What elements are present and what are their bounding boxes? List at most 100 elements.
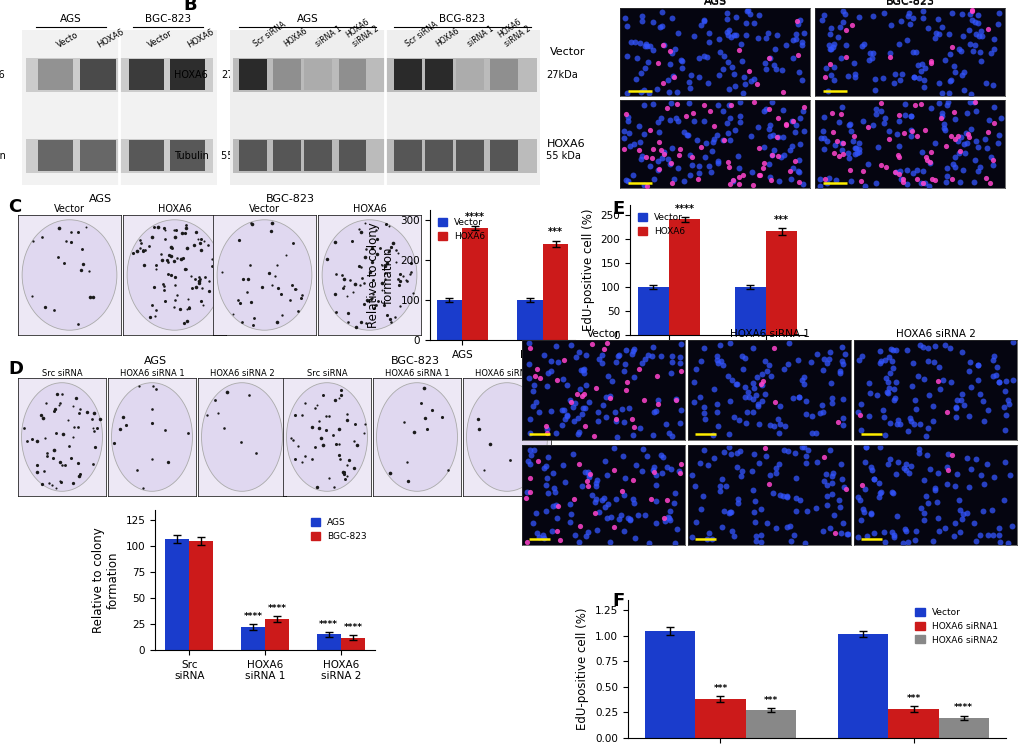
Point: [760, 52, 776, 64]
Point: [720, 429, 737, 440]
Point: [155, 222, 171, 234]
Point: [947, 401, 963, 413]
Point: [522, 472, 538, 484]
Point: [625, 429, 641, 440]
Point: [695, 402, 711, 414]
Point: [918, 449, 934, 461]
Point: [700, 36, 716, 48]
Point: [177, 228, 194, 240]
Point: [914, 5, 930, 17]
Point: [677, 110, 693, 122]
Point: [169, 289, 185, 301]
Point: [359, 294, 375, 306]
Point: [565, 448, 581, 460]
Point: [645, 406, 661, 418]
Point: [795, 28, 811, 39]
Point: [697, 137, 713, 149]
Point: [71, 470, 88, 482]
Point: [870, 356, 887, 368]
Point: [144, 403, 160, 415]
Point: [708, 353, 725, 365]
Point: [336, 466, 353, 478]
Point: [776, 420, 793, 432]
Point: [635, 99, 651, 111]
Point: [371, 243, 387, 254]
Point: [796, 537, 812, 549]
Point: [720, 507, 737, 519]
Title: HOXA6 siRNA 1: HOXA6 siRNA 1: [119, 369, 184, 378]
Point: [889, 510, 905, 522]
FancyBboxPatch shape: [239, 60, 267, 91]
Point: [734, 465, 750, 477]
Point: [335, 273, 352, 285]
Point: [967, 28, 983, 40]
Point: [899, 536, 915, 548]
Point: [569, 388, 585, 400]
Point: [882, 343, 899, 355]
Point: [950, 130, 966, 142]
Point: [364, 243, 380, 254]
Point: [620, 176, 636, 187]
Point: [580, 481, 596, 493]
Point: [676, 126, 692, 138]
Point: [243, 296, 259, 308]
Point: [606, 405, 623, 417]
Text: HOXA6: HOXA6: [185, 28, 216, 50]
Point: [979, 126, 996, 138]
Point: [24, 290, 41, 302]
Y-axis label: EdU-positive cell (%): EdU-positive cell (%): [576, 608, 589, 731]
FancyBboxPatch shape: [273, 140, 301, 171]
Point: [936, 339, 953, 350]
Point: [703, 145, 719, 157]
Point: [956, 147, 972, 158]
Point: [717, 480, 734, 492]
Point: [838, 24, 854, 36]
Point: [672, 338, 688, 350]
Ellipse shape: [111, 382, 193, 491]
Point: [749, 398, 765, 410]
Point: [846, 71, 862, 83]
Point: [917, 490, 933, 502]
Point: [619, 50, 635, 62]
Point: [187, 281, 204, 293]
Bar: [436, 300, 462, 340]
Point: [661, 45, 678, 57]
Point: [672, 417, 688, 429]
Point: [971, 55, 987, 67]
Point: [650, 163, 666, 175]
Point: [818, 177, 835, 189]
Point: [181, 302, 198, 314]
Point: [86, 458, 102, 470]
FancyBboxPatch shape: [490, 140, 518, 171]
Point: [911, 339, 927, 351]
Point: [297, 397, 313, 408]
Point: [969, 374, 985, 386]
Point: [643, 153, 659, 164]
Point: [962, 88, 978, 100]
Point: [691, 160, 707, 172]
Bar: [462, 228, 487, 340]
Point: [919, 342, 935, 354]
Point: [718, 7, 735, 19]
Point: [645, 461, 661, 472]
Point: [860, 54, 876, 66]
Point: [849, 530, 865, 542]
Text: AGS: AGS: [144, 356, 166, 366]
Point: [980, 114, 997, 126]
Point: [746, 516, 762, 528]
Point: [605, 521, 622, 533]
Point: [757, 103, 773, 115]
Point: [850, 11, 866, 23]
Point: [346, 418, 363, 430]
Point: [872, 355, 889, 367]
Point: [752, 536, 768, 548]
Point: [983, 529, 1000, 541]
Point: [747, 530, 763, 542]
Point: [736, 382, 752, 394]
Text: HOXA6: HOXA6: [0, 70, 5, 80]
Point: [340, 454, 357, 466]
Point: [928, 13, 945, 25]
Point: [923, 415, 940, 427]
Point: [841, 152, 857, 164]
Point: [879, 387, 896, 399]
